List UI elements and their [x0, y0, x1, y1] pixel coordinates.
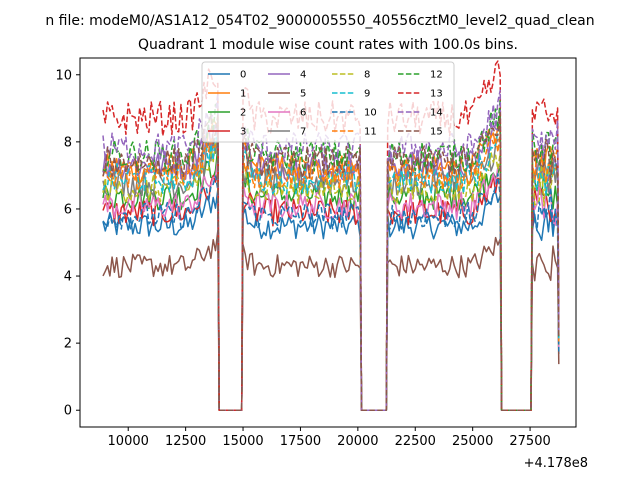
legend-box: [201, 61, 455, 143]
series-line-11: [102, 131, 560, 411]
x-tick-label: 25000: [452, 434, 493, 449]
x-tick-label: 17500: [280, 434, 321, 449]
legend-label-15: 15: [430, 127, 443, 138]
x-tick-label: 10000: [108, 434, 149, 449]
series-line-1: [102, 118, 560, 411]
x-tick-label: 12500: [165, 434, 206, 449]
y-tick-label: 6: [64, 202, 72, 217]
series-line-15: [102, 112, 560, 411]
series-line-8: [102, 142, 560, 411]
series-layer: [102, 60, 560, 411]
legend-label-10: 10: [364, 108, 377, 119]
legend-label-2: 2: [240, 108, 246, 119]
y-tick-label: 4: [64, 270, 72, 285]
legend-label-6: 6: [300, 108, 306, 119]
y-tick-label: 8: [64, 135, 72, 150]
axis-layer: 10000 12500 15000 17500 20000 22500 25000 27500…: [55, 57, 577, 449]
legend-label-8: 8: [364, 70, 370, 81]
legend-label-1: 1: [240, 89, 246, 100]
y-tick-label: 0: [64, 404, 72, 419]
figure-suptitle: n file: modeM0/AS1A12_054T02_9000005550_…: [45, 13, 594, 29]
x-tick-label: 27500: [509, 434, 550, 449]
y-tick-label: 10: [55, 68, 72, 83]
legend-label-0: 0: [240, 70, 246, 81]
y-tick-label: 2: [64, 337, 72, 352]
x-tick-label: 20000: [337, 434, 378, 449]
legend-label-14: 14: [430, 108, 443, 119]
legend-label-11: 11: [364, 127, 377, 138]
series-line-13: [102, 60, 560, 411]
x-offset-label: +4.178e8: [524, 456, 588, 471]
series-line-0: [102, 189, 560, 411]
series-line-9: [102, 128, 560, 411]
series-line-5: [102, 230, 560, 411]
plot-frame: [79, 57, 577, 428]
x-tick-label: 22500: [395, 434, 436, 449]
legend-label-7: 7: [300, 127, 306, 138]
chart-title: Quadrant 1 module wise count rates with …: [138, 37, 518, 53]
series-line-12: [102, 97, 560, 411]
legend-label-3: 3: [240, 127, 246, 138]
x-tick-label: 15000: [222, 434, 263, 449]
legend-label-9: 9: [364, 89, 370, 100]
legend-label-4: 4: [300, 70, 306, 81]
legend-label-12: 12: [430, 70, 443, 81]
legend-label-5: 5: [300, 89, 306, 100]
series-line-10: [102, 173, 560, 411]
legend-label-13: 13: [430, 89, 443, 100]
